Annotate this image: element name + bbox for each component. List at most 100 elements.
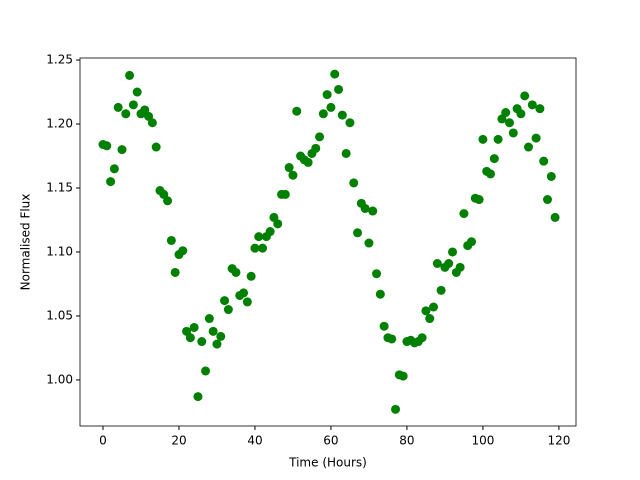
point <box>151 142 161 152</box>
y-tick-label: 1.25 <box>46 53 73 67</box>
plot-area <box>80 58 576 426</box>
point <box>117 145 127 155</box>
point <box>273 219 283 229</box>
point <box>467 237 477 247</box>
point <box>436 285 446 295</box>
point <box>349 178 359 188</box>
point <box>254 232 264 242</box>
point <box>128 100 138 110</box>
point <box>197 337 207 347</box>
point <box>432 258 442 268</box>
x-tick-label: 60 <box>323 434 338 448</box>
point <box>508 128 518 138</box>
point <box>364 238 374 248</box>
point <box>546 171 556 181</box>
point <box>311 143 321 153</box>
point <box>345 118 355 128</box>
point <box>550 212 560 222</box>
point <box>242 297 252 307</box>
point <box>539 156 549 166</box>
point <box>474 195 484 205</box>
point <box>524 142 534 152</box>
point <box>284 163 294 173</box>
point <box>425 314 435 324</box>
point <box>185 333 195 343</box>
point <box>330 69 340 79</box>
y-tick-label: 1.10 <box>46 244 73 258</box>
point <box>208 326 218 336</box>
point <box>489 154 499 164</box>
point <box>280 189 290 199</box>
y-tick-label: 1.00 <box>46 372 73 386</box>
point <box>505 118 515 128</box>
point <box>102 141 112 151</box>
point <box>220 296 230 306</box>
point <box>121 109 131 119</box>
x-tick-label: 100 <box>471 434 494 448</box>
point <box>368 206 378 216</box>
point <box>315 132 325 142</box>
point <box>223 305 233 315</box>
x-axis-label: Time (Hours) <box>288 456 367 470</box>
point <box>543 195 553 205</box>
x-tick-label: 120 <box>547 434 570 448</box>
point <box>193 392 203 402</box>
x-tick-label: 0 <box>99 434 107 448</box>
point <box>201 366 211 376</box>
point <box>246 271 256 281</box>
point <box>341 148 351 158</box>
point <box>417 333 427 343</box>
x-tick-label: 20 <box>171 434 186 448</box>
point <box>372 269 382 279</box>
point <box>163 196 173 206</box>
point <box>147 118 157 128</box>
point <box>216 331 226 341</box>
x-tick-label: 80 <box>399 434 414 448</box>
point <box>109 164 119 174</box>
point <box>486 169 496 179</box>
point <box>189 322 199 332</box>
point <box>444 258 454 268</box>
y-tick-label: 1.20 <box>46 117 73 131</box>
point <box>478 134 488 144</box>
point <box>239 288 249 298</box>
point <box>337 110 347 120</box>
point <box>170 267 180 277</box>
axes-frame <box>79 57 577 427</box>
point <box>391 404 401 414</box>
point <box>322 90 332 100</box>
y-axis-label: Normalised Flux <box>19 194 33 291</box>
point <box>520 91 530 101</box>
point <box>360 203 370 213</box>
point <box>455 262 465 272</box>
point <box>166 235 176 245</box>
point <box>212 339 222 349</box>
point <box>353 228 363 238</box>
point <box>258 243 268 253</box>
point <box>288 170 298 180</box>
point <box>125 70 135 80</box>
point <box>531 133 541 143</box>
point <box>429 302 439 312</box>
point <box>250 243 260 253</box>
x-tick-label: 40 <box>247 434 262 448</box>
point <box>387 334 397 344</box>
point <box>318 109 328 119</box>
point <box>303 157 313 167</box>
point <box>527 100 537 110</box>
point <box>231 267 241 277</box>
point <box>379 321 389 331</box>
point <box>459 209 469 219</box>
point <box>421 306 431 316</box>
point <box>375 289 385 299</box>
y-tick-label: 1.05 <box>46 308 73 322</box>
point <box>535 104 545 114</box>
y-tick-label: 1.15 <box>46 181 73 195</box>
point <box>106 177 116 187</box>
point <box>132 87 142 97</box>
point <box>334 84 344 94</box>
point <box>178 246 188 256</box>
point <box>398 371 408 381</box>
point <box>292 106 302 116</box>
